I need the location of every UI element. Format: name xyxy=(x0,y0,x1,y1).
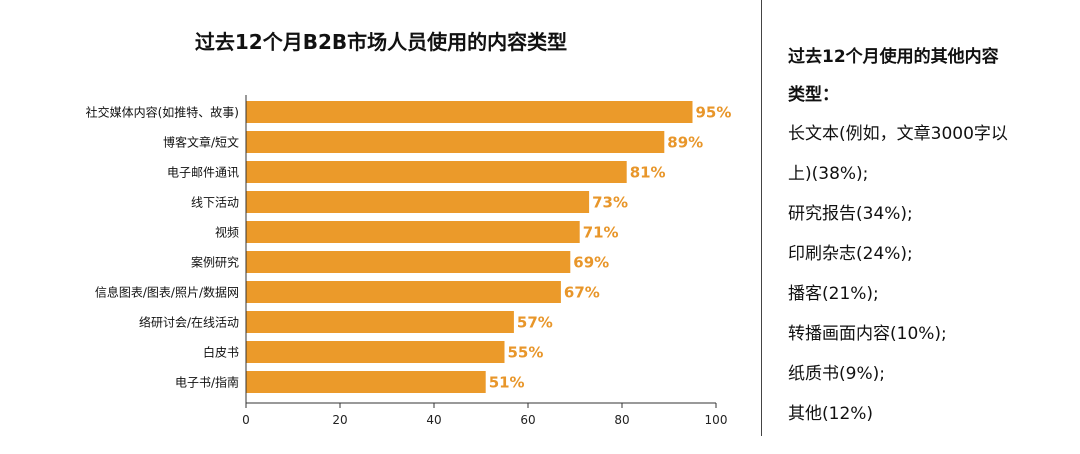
list-item: 长文本(例如，文章3000字以 xyxy=(788,124,1008,144)
list-item: 上)(38%); xyxy=(788,164,869,184)
category-label: 视频 xyxy=(215,225,239,240)
x-tick-label: 100 xyxy=(705,413,728,427)
x-tick-label: 80 xyxy=(614,413,629,427)
category-label: 电子书/指南 xyxy=(175,375,239,390)
data-label: 89% xyxy=(667,134,703,152)
data-label: 55% xyxy=(508,344,544,362)
data-label: 73% xyxy=(592,194,628,212)
divider xyxy=(761,0,762,436)
bar xyxy=(246,341,505,363)
category-label: 博客文章/短文 xyxy=(163,135,239,150)
x-tick-label: 40 xyxy=(426,413,441,427)
bar xyxy=(246,281,561,303)
chart-title: 过去12个月B2B市场人员使用的内容类型 xyxy=(194,30,568,54)
bar xyxy=(246,161,627,183)
category-label: 线下活动 xyxy=(191,196,239,210)
bar xyxy=(246,131,665,153)
x-tick-label: 60 xyxy=(520,413,535,427)
category-label: 信息图表/图表/照片/数据网 xyxy=(95,285,239,300)
category-label: 络研讨会/在线活动 xyxy=(139,315,239,330)
data-label: 95% xyxy=(696,104,732,122)
data-label: 71% xyxy=(583,224,619,242)
list-item: 印刷杂志(24%); xyxy=(788,244,913,264)
side-panel-heading-line2: 类型： xyxy=(788,85,839,105)
data-label: 81% xyxy=(630,164,666,182)
chart-panel: 过去12个月B2B市场人员使用的内容类型 社交媒体内容(如推特、故事) 95% 博客… xyxy=(86,30,732,427)
data-label: 51% xyxy=(489,374,525,392)
category-label: 案例研究 xyxy=(191,255,239,270)
data-label: 69% xyxy=(573,254,609,272)
x-tick-label: 20 xyxy=(332,413,347,427)
bar xyxy=(246,191,590,213)
list-item: 转播画面内容(10%); xyxy=(788,324,947,344)
other-content-types-panel: 过去12个月使用的其他内容 类型： 长文本(例如，文章3000字以 上)(38%… xyxy=(788,38,1058,434)
bar xyxy=(246,311,514,333)
list-item: 纸质书(9%); xyxy=(788,364,885,384)
list-item: 播客(21%); xyxy=(788,284,879,304)
category-label: 白皮书 xyxy=(203,345,239,360)
bar xyxy=(246,221,580,243)
bar xyxy=(246,371,486,393)
data-label: 67% xyxy=(564,284,600,302)
side-panel-heading-line1: 过去12个月使用的其他内容 xyxy=(788,47,999,67)
bar xyxy=(246,251,571,273)
list-item: 研究报告(34%); xyxy=(788,204,913,224)
bar xyxy=(246,101,693,123)
category-label: 电子邮件通讯 xyxy=(167,166,239,180)
x-tick-label: 0 xyxy=(242,413,250,427)
other-content-types-list: 长文本(例如，文章3000字以 上)(38%); 研究报告(34%); 印刷杂志… xyxy=(788,114,1058,434)
list-item: 其他(12%) xyxy=(788,404,874,424)
data-label: 57% xyxy=(517,314,553,332)
bar-chart: 社交媒体内容(如推特、故事) 95% 博客文章/短文 89% 电子邮件通讯 81% 线下活动… xyxy=(86,95,732,427)
category-label: 社交媒体内容(如推特、故事) xyxy=(86,105,239,120)
